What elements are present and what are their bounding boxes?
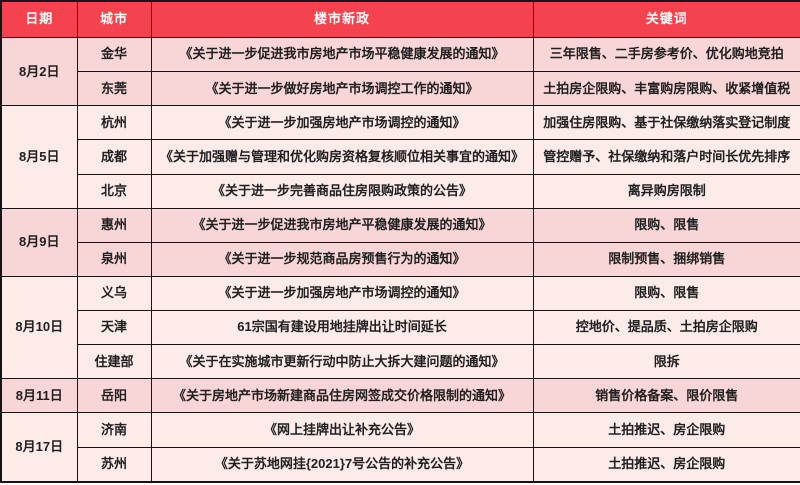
policy-cell: 《关于进一步加强房地产市场调控的通知》 [150, 105, 534, 141]
policy-cell: 《关于进一步促进我市房地产市场平稳健康发展的通知》 [150, 36, 534, 73]
table-row: 东莞 《关于进一步做好房地产市场调控工作的通知》 土拍房企限购、丰富购房限购、收… [1, 71, 800, 107]
policy-cell: 《关于进一步规范商品房预售行为的通知》 [150, 241, 534, 277]
city-cell: 天津 [76, 309, 152, 346]
table-row: 8月5日 杭州 《关于进一步加强房地产市场调控的通知》 加强住房限购、基于社保缴… [0, 105, 800, 209]
keywords-cell: 限购、限售 [532, 207, 800, 243]
table-header-row: 日期 城市 楼市新政 关键词 [0, 0, 800, 38]
policy-cell: 《关于房地产市场新建商品住房网签成交价格限制的通知》 [150, 378, 534, 414]
header-policy: 楼市新政 [150, 0, 534, 38]
policy-cell: 《网上挂牌出让补充公告》 [150, 412, 534, 448]
table-row: 8月11日 岳阳 《关于房地产市场新建商品住房网签成交价格限制的通知》 销售价格… [0, 378, 800, 414]
keywords-cell: 销售价格备案、限价限售 [532, 378, 800, 414]
city-cell: 住建部 [76, 344, 152, 380]
date-cell: 8月11日 [0, 378, 78, 414]
policy-cell: 《关于进一步完善商品住房限购政策的公告》 [150, 173, 534, 209]
city-cell: 岳阳 [76, 378, 152, 414]
date-cell: 8月10日 [0, 275, 78, 380]
date-cell: 8月2日 [0, 36, 78, 107]
keywords-cell: 土拍推迟、房企限购 [532, 446, 800, 483]
header-date: 日期 [0, 0, 78, 38]
policy-cell: 《关于进一步做好房地产市场调控工作的通知》 [150, 71, 534, 107]
keywords-cell: 三年限售、二手房参考价、优化购地竞拍 [532, 36, 800, 73]
policy-cell: 《关于在实施城市更新行动中防止大拆大建问题的通知》 [150, 344, 534, 380]
table-row: 8月10日 义乌 《关于进一步加强房地产市场调控的通知》 限购、限售 [0, 275, 800, 380]
policy-cell: 61宗国有建设用地挂牌出让时间延长 [150, 309, 534, 346]
table-row: 北京 《关于进一步完善商品住房限购政策的公告》 离异购房限制 [1, 173, 800, 209]
table-row: 8月17日 济南 《网上挂牌出让补充公告》 土拍推迟、房企限购 [0, 412, 800, 483]
table-row: 成都 《关于加强赠与管理和优化购房资格复核顺位相关事宜的通知》 管控赠予、社保缴… [1, 139, 800, 175]
header-keywords: 关键词 [532, 0, 800, 38]
keywords-cell: 离异购房限制 [532, 173, 800, 209]
city-cell: 成都 [76, 139, 152, 175]
city-cell: 义乌 [76, 275, 152, 312]
keywords-cell: 土拍房企限购、丰富购房限购、收紧增值税 [532, 71, 800, 107]
date-cell: 8月17日 [0, 412, 78, 483]
header-city: 城市 [76, 0, 152, 38]
table-row: 泉州 《关于进一步规范商品房预售行为的通知》 限制预售、捆绑销售 [1, 241, 800, 277]
policy-cell: 《关于苏地网挂{2021}7号公告的补充公告》 [150, 446, 534, 483]
date-cell: 8月5日 [0, 105, 78, 209]
city-cell: 金华 [76, 36, 152, 73]
table-row: 苏州 《关于苏地网挂{2021}7号公告的补充公告》 土拍推迟、房企限购 [1, 446, 800, 483]
date-cell: 8月9日 [0, 207, 78, 277]
keywords-cell: 土拍推迟、房企限购 [532, 412, 800, 448]
city-cell: 惠州 [76, 207, 152, 243]
keywords-cell: 管控赠予、社保缴纳和落户时间长优先排序 [532, 139, 800, 175]
keywords-cell: 限制预售、捆绑销售 [532, 241, 800, 277]
city-cell: 北京 [76, 173, 152, 209]
keywords-cell: 限拆 [532, 344, 800, 380]
table-row: 住建部 《关于在实施城市更新行动中防止大拆大建问题的通知》 限拆 [1, 344, 800, 380]
table-row: 天津 61宗国有建设用地挂牌出让时间延长 控地价、提品质、土拍房企限购 [1, 309, 800, 346]
keywords-cell: 限购、限售 [532, 275, 800, 312]
keywords-cell: 控地价、提品质、土拍房企限购 [532, 309, 800, 346]
keywords-cell: 加强住房限购、基于社保缴纳落实登记制度 [532, 105, 800, 141]
table-row: 8月2日 金华 《关于进一步促进我市房地产市场平稳健康发展的通知》 三年限售、二… [0, 36, 800, 107]
city-cell: 杭州 [76, 105, 152, 141]
city-cell: 泉州 [76, 241, 152, 277]
policy-cell: 《关于进一步加强房地产市场调控的通知》 [150, 275, 534, 312]
city-cell: 东莞 [76, 71, 152, 107]
city-cell: 济南 [76, 412, 152, 448]
city-cell: 苏州 [76, 446, 152, 483]
policy-cell: 《关于进一步促进我市房地产平稳健康发展的通知》 [150, 207, 534, 243]
policy-cell: 《关于加强赠与管理和优化购房资格复核顺位相关事宜的通知》 [150, 139, 534, 175]
table-row: 8月9日 惠州 《关于进一步促进我市房地产平稳健康发展的通知》 限购、限售 [0, 207, 800, 277]
